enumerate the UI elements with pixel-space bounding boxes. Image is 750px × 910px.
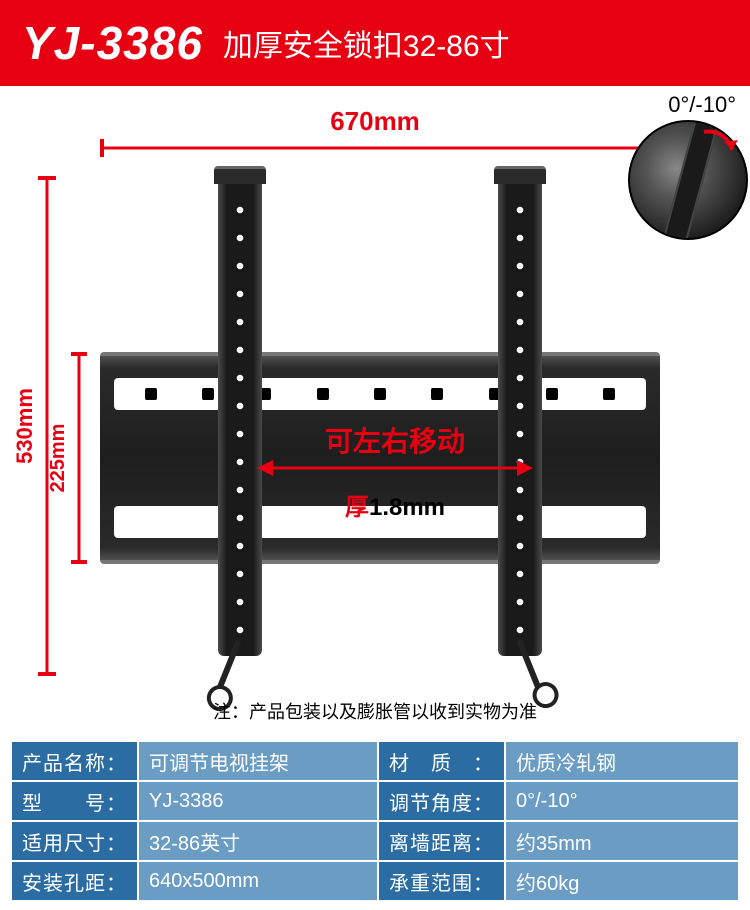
header-subtitle: 加厚安全锁扣32-86寸 xyxy=(223,21,510,65)
pull-strap-left xyxy=(210,639,242,706)
arm-holes-icon xyxy=(515,196,525,636)
table-row: 型 号： YJ-3386 调节角度： 0°/-10° xyxy=(11,781,739,821)
vertical-arm-left xyxy=(218,176,262,656)
thickness-note: 厚1.8mm xyxy=(180,487,610,522)
tilt-angle-label: 0°/-10° xyxy=(618,92,748,118)
mounting-slots-top xyxy=(114,378,646,410)
spec-key: 离墙距离： xyxy=(378,821,505,861)
dimension-plate-height: 225mm xyxy=(55,352,91,564)
slide-note: 可左右移动 厚1.8mm xyxy=(180,420,610,522)
slide-arrow-icon xyxy=(255,456,535,480)
thickness-value: 1.8mm xyxy=(369,494,445,521)
arm-hook-icon xyxy=(494,166,546,184)
dimension-plate-arrow-icon xyxy=(71,352,87,564)
dimension-width-label: 670mm xyxy=(100,106,650,137)
spec-key: 安装孔距： xyxy=(11,861,138,901)
spec-value: YJ-3386 xyxy=(138,781,378,821)
spec-key: 调节角度： xyxy=(378,781,505,821)
spec-key: 产品名称： xyxy=(11,741,138,781)
spec-key: 适用尺寸： xyxy=(11,821,138,861)
slide-note-text: 可左右移动 xyxy=(180,420,610,460)
product-diagram: 670mm 530mm 225mm xyxy=(0,86,750,736)
dimension-plate-height-label: 225mm xyxy=(47,424,70,493)
spec-value: 约35mm xyxy=(505,821,739,861)
table-row: 适用尺寸： 32-86英寸 离墙距离： 约35mm xyxy=(11,821,739,861)
spec-value: 32-86英寸 xyxy=(138,821,378,861)
table-row: 产品名称： 可调节电视挂架 材质： 优质冷轧钢 xyxy=(11,741,739,781)
spec-key: 承重范围： xyxy=(378,861,505,901)
spec-value: 优质冷轧钢 xyxy=(505,741,739,781)
header-banner: YJ-3386 加厚安全锁扣32-86寸 xyxy=(0,0,750,86)
spec-key: 材质： xyxy=(378,741,505,781)
package-footnote: 注：产品包装以及膨胀管以收到实物为准 xyxy=(0,698,750,724)
vertical-arm-right xyxy=(498,176,542,656)
arm-hook-icon xyxy=(214,166,266,184)
spec-value: 640x500mm xyxy=(138,861,378,901)
spec-value: 约60kg xyxy=(505,861,739,901)
spec-value: 可调节电视挂架 xyxy=(138,741,378,781)
spec-value: 0°/-10° xyxy=(505,781,739,821)
arm-holes-icon xyxy=(235,196,245,636)
model-number: YJ-3386 xyxy=(22,16,203,70)
table-row: 安装孔距： 640x500mm 承重范围： 约60kg xyxy=(11,861,739,901)
dimension-height-total-label: 530mm xyxy=(12,388,38,464)
thickness-prefix: 厚 xyxy=(345,494,369,521)
pull-strap-right xyxy=(516,639,548,706)
spec-table: 产品名称： 可调节电视挂架 材质： 优质冷轧钢 型 号： YJ-3386 调节角… xyxy=(10,740,740,902)
tilt-arc-arrow-icon xyxy=(698,126,738,166)
dimension-width: 670mm xyxy=(100,106,650,157)
spec-key: 型 号： xyxy=(11,781,138,821)
dimension-width-arrow-icon xyxy=(100,139,660,157)
